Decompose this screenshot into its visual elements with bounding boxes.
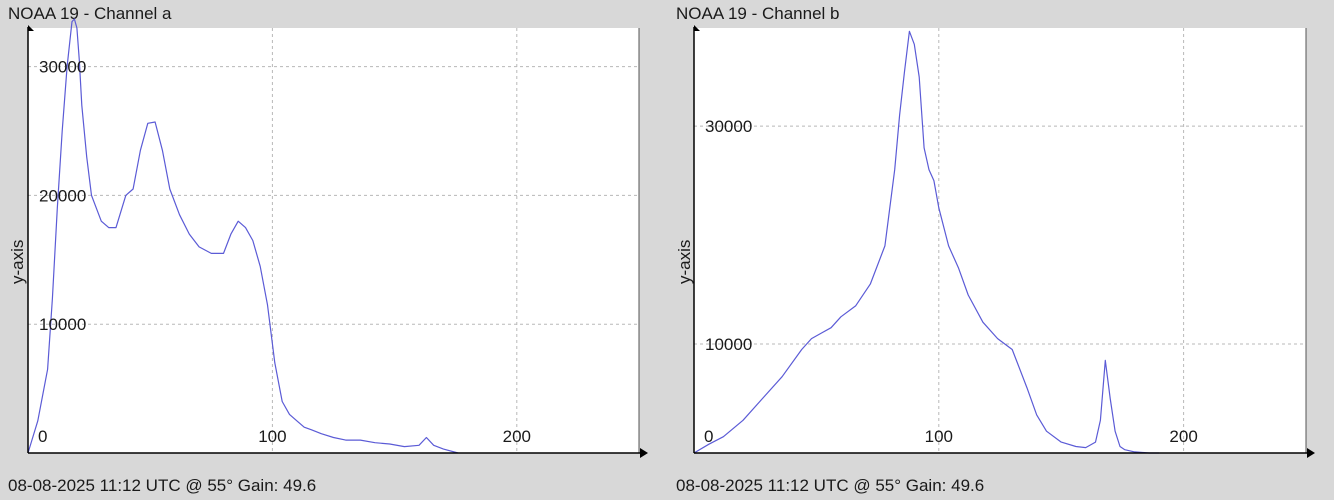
plot-area: 0 100 200 10000 30000 — [693, 25, 1315, 458]
chart-title: NOAA 19 - Channel a — [8, 4, 172, 23]
chart-panel-b: NOAA 19 - Channel b y-axis 0 100 200 10000 3… — [667, 0, 1334, 500]
plot-background — [694, 28, 1306, 453]
y-tick-label: 10000 — [39, 315, 86, 334]
data-series-line — [27, 18, 459, 454]
data-series-line — [693, 30, 1160, 454]
chart-panel-a: NOAA 19 - Channel a y-axis 0 100 200 10000 2… — [8, 4, 648, 495]
y-tick-label: 30000 — [705, 117, 752, 136]
plot-area: 0 100 200 10000 20000 30000 — [27, 18, 648, 458]
x-tick-label: 0 — [38, 427, 47, 446]
x-tick-label: 0 — [704, 427, 713, 446]
y-tick-label: 20000 — [39, 186, 86, 205]
x-tick-label: 200 — [1169, 427, 1197, 446]
x-tick-label: 100 — [258, 427, 286, 446]
status-footer: 08-08-2025 11:12 UTC @ 55° Gain: 49.6 — [8, 476, 317, 495]
x-axis-arrow-icon — [640, 448, 648, 458]
chart-title: NOAA 19 - Channel b — [676, 4, 840, 23]
y-tick-label: 10000 — [705, 335, 752, 354]
x-axis-arrow-icon — [1307, 448, 1315, 458]
y-axis-arrow-icon — [694, 25, 700, 31]
plot-background — [28, 28, 639, 453]
y-axis-arrow-icon — [28, 25, 34, 31]
status-footer: 08-08-2025 11:12 UTC @ 55° Gain: 49.6 — [676, 476, 985, 495]
x-tick-label: 100 — [925, 427, 953, 446]
x-tick-label: 200 — [503, 427, 531, 446]
y-tick-label: 30000 — [39, 58, 86, 77]
